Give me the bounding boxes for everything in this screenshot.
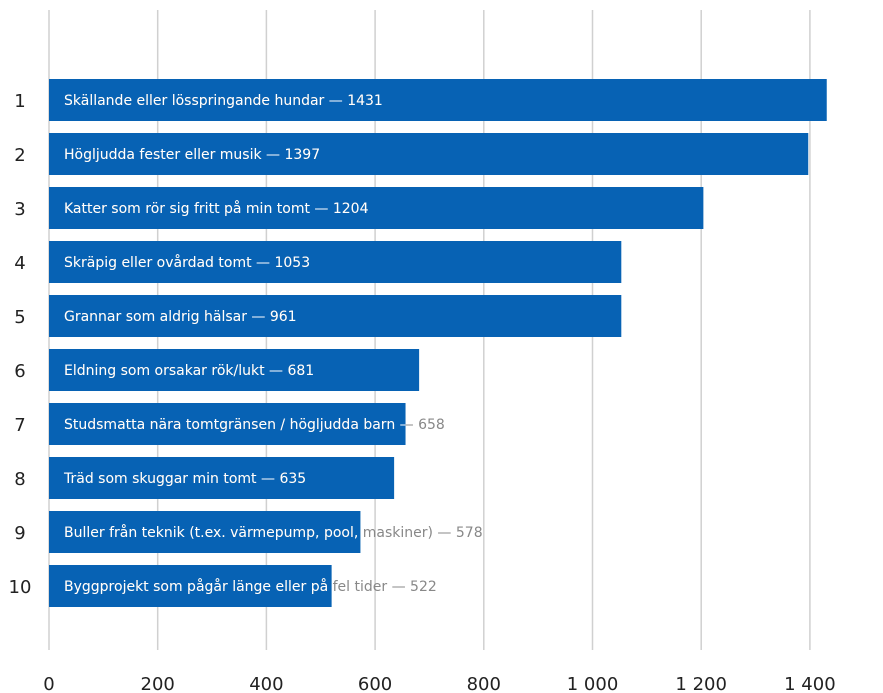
bar-label-overflow: Skräpig eller ovårdad tomt — 1053 [64, 254, 310, 271]
bar-label-overflow: Skällande eller lösspringande hundar — 1… [64, 93, 383, 109]
bar [49, 295, 622, 337]
bar-label-overflow: Träd som skuggar min tomt — 635 [63, 471, 306, 487]
category-label: 3 [14, 199, 25, 220]
category-label: 5 [14, 307, 25, 328]
category-label: 7 [14, 415, 25, 436]
bar-label-overflow: Högljudda fester eller musik — 1397 [64, 147, 320, 163]
x-tick-label: 600 [358, 674, 392, 693]
bar-label: Högljudda fester eller musik — 1397 [64, 147, 320, 163]
bar-label: Studsmatta nära tomtgränsen / högljudda … [64, 417, 445, 433]
category-label: 6 [14, 361, 25, 382]
bar-label: Eldning som orsakar rök/lukt — 681 [64, 363, 314, 379]
category-label: 1 [14, 91, 25, 112]
bar [49, 133, 809, 175]
bar-label: Skällande eller lösspringande hundar — 1… [64, 93, 383, 109]
bar-label: Buller från teknik (t.ex. värmepump, poo… [64, 524, 483, 541]
bar-label-overflow: Byggprojekt som pågår länge eller på fel… [64, 578, 437, 595]
bar [49, 349, 420, 391]
category-labels: 1 2 3 4 5 6 7 8 9 10 [9, 91, 32, 598]
x-tick-label: 1 200 [675, 674, 727, 693]
bar-label-overflow: Studsmatta nära tomtgränsen / högljudda … [64, 417, 445, 433]
bar [49, 79, 827, 121]
bar-label: Skräpig eller ovårdad tomt — 1053 [64, 254, 310, 271]
x-tick-label: 200 [141, 674, 175, 693]
category-label: 4 [14, 253, 25, 274]
bar [49, 403, 406, 445]
bar-label-overflow: Katter som rör sig fritt på min tomt — 1… [64, 200, 369, 217]
bar-label-overflow: Grannar som aldrig hälsar — 961 [64, 309, 297, 325]
bar [49, 457, 395, 499]
bars [49, 79, 827, 607]
bar-label: Träd som skuggar min tomt — 635 [63, 471, 306, 487]
x-tick-label: 400 [249, 674, 283, 693]
bar-label: Byggprojekt som pågår länge eller på fel… [64, 578, 437, 595]
x-axis-ticks: 0 200 400 600 800 1 000 1 200 1 400 [43, 674, 835, 693]
bar [49, 511, 361, 553]
category-label: 2 [14, 145, 25, 166]
bar-label-overflow: Buller från teknik (t.ex. värmepump, poo… [64, 524, 483, 541]
category-label: 9 [14, 523, 25, 544]
category-label: 10 [9, 577, 32, 598]
bar [49, 241, 622, 283]
x-tick-label: 800 [467, 674, 501, 693]
bar-label-overflow: Eldning som orsakar rök/lukt — 681 [64, 363, 314, 379]
bar-label: Katter som rör sig fritt på min tomt — 1… [64, 200, 369, 217]
x-tick-label: 1 400 [784, 674, 836, 693]
bar-label: Grannar som aldrig hälsar — 961 [64, 309, 297, 325]
bar [49, 187, 704, 229]
bar-labels: Skällande eller lösspringande hundar — 1… [63, 93, 483, 595]
x-tick-label: 0 [43, 674, 54, 693]
category-label: 8 [14, 469, 25, 490]
bar [49, 565, 332, 607]
x-tick-label: 1 000 [567, 674, 619, 693]
